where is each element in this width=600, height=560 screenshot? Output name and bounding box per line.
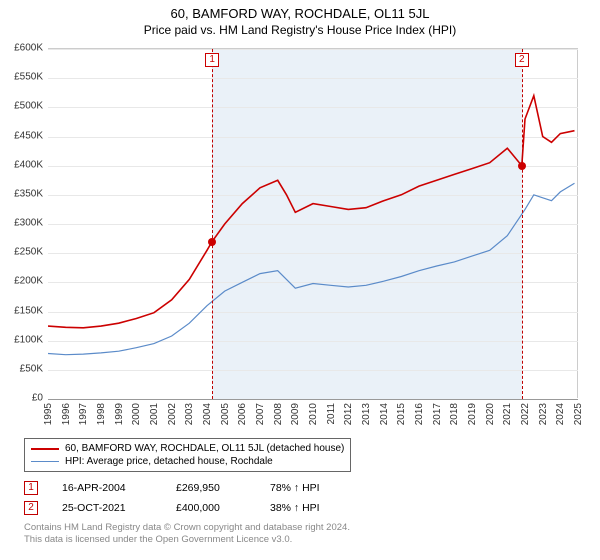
y-axis-label: £600K	[14, 43, 43, 54]
legend-label: 60, BAMFORD WAY, ROCHDALE, OL11 5JL (det…	[65, 443, 344, 454]
x-axis-label: 2012	[343, 403, 354, 425]
x-axis-label: 2017	[432, 403, 443, 425]
x-axis-label: 1998	[96, 403, 107, 425]
chart-container: 60, BAMFORD WAY, ROCHDALE, OL11 5JL Pric…	[0, 0, 600, 560]
x-axis-label: 2008	[273, 403, 284, 425]
x-axis-label: 2019	[467, 403, 478, 425]
footer-line-2: This data is licensed under the Open Gov…	[24, 534, 576, 546]
y-axis-label: £200K	[14, 276, 43, 287]
transaction-price: £269,950	[176, 482, 246, 494]
y-axis-label: £550K	[14, 72, 43, 83]
marker-box-2: 2	[515, 53, 529, 67]
x-axis-label: 2023	[538, 403, 549, 425]
transaction-price: £400,000	[176, 502, 246, 514]
transaction-date: 25-OCT-2021	[62, 502, 152, 514]
x-axis-label: 2004	[202, 403, 213, 425]
legend-swatch	[31, 448, 59, 450]
x-axis-label: 1996	[61, 403, 72, 425]
plot-region: 12	[48, 48, 578, 398]
x-axis-label: 2025	[573, 403, 584, 425]
x-axis-label: 2000	[131, 403, 142, 425]
marker-dot-1	[208, 238, 216, 246]
y-axis-label: £0	[32, 393, 43, 404]
x-axis-label: 2015	[396, 403, 407, 425]
x-axis-label: 2013	[361, 403, 372, 425]
title-block: 60, BAMFORD WAY, ROCHDALE, OL11 5JL Pric…	[0, 0, 600, 37]
footer-text: Contains HM Land Registry data © Crown c…	[24, 522, 576, 546]
transaction-date: 16-APR-2004	[62, 482, 152, 494]
marker-dot-2	[518, 162, 526, 170]
x-axis-label: 2016	[414, 403, 425, 425]
transaction-row: 2 25-OCT-2021 £400,000 38% ↑ HPI	[24, 498, 576, 518]
x-axis-label: 2003	[184, 403, 195, 425]
x-axis-label: 2001	[149, 403, 160, 425]
x-axis-label: 2022	[520, 403, 531, 425]
x-axis-label: 2011	[326, 403, 337, 425]
gridline	[48, 399, 578, 400]
y-axis-label: £100K	[14, 334, 43, 345]
x-axis-label: 2018	[449, 403, 460, 425]
y-axis-label: £300K	[14, 218, 43, 229]
x-axis-label: 2021	[502, 403, 513, 425]
x-axis-label: 2002	[167, 403, 178, 425]
series-line-hpi	[48, 183, 575, 355]
y-axis-label: £400K	[14, 159, 43, 170]
series-line-price_paid	[48, 96, 575, 328]
x-axis-label: 2006	[237, 403, 248, 425]
marker-line-2	[522, 49, 523, 399]
transaction-row: 1 16-APR-2004 £269,950 78% ↑ HPI	[24, 478, 576, 498]
legend-and-footer: 60, BAMFORD WAY, ROCHDALE, OL11 5JL (det…	[24, 438, 576, 546]
y-axis-label: £500K	[14, 101, 43, 112]
transaction-marker: 2	[24, 501, 38, 515]
x-axis-label: 1997	[78, 403, 89, 425]
legend-swatch	[31, 461, 59, 462]
x-axis-label: 1995	[43, 403, 54, 425]
x-axis-label: 2007	[255, 403, 266, 425]
line-series-svg	[48, 49, 578, 399]
legend-item: 60, BAMFORD WAY, ROCHDALE, OL11 5JL (det…	[31, 442, 344, 455]
x-axis-label: 1999	[114, 403, 125, 425]
x-axis-label: 2010	[308, 403, 319, 425]
chart-subtitle: Price paid vs. HM Land Registry's House …	[0, 23, 600, 37]
marker-box-1: 1	[205, 53, 219, 67]
x-axis-label: 2005	[220, 403, 231, 425]
y-axis-label: £150K	[14, 305, 43, 316]
legend-label: HPI: Average price, detached house, Roch…	[65, 456, 273, 467]
y-axis-label: £250K	[14, 247, 43, 258]
chart-area: 12 £0£50K£100K£150K£200K£250K£300K£350K£…	[48, 48, 578, 398]
chart-title: 60, BAMFORD WAY, ROCHDALE, OL11 5JL	[0, 6, 600, 21]
transaction-marker: 1	[24, 481, 38, 495]
y-axis-label: £350K	[14, 188, 43, 199]
footer-line-1: Contains HM Land Registry data © Crown c…	[24, 522, 576, 534]
y-axis-label: £50K	[20, 363, 43, 374]
y-axis-label: £450K	[14, 130, 43, 141]
x-axis-label: 2014	[379, 403, 390, 425]
legend-item: HPI: Average price, detached house, Roch…	[31, 455, 344, 468]
marker-line-1	[212, 49, 213, 399]
transaction-note: 78% ↑ HPI	[270, 482, 350, 494]
x-axis-label: 2020	[485, 403, 496, 425]
transaction-table: 1 16-APR-2004 £269,950 78% ↑ HPI 2 25-OCT-202…	[24, 478, 576, 518]
x-axis-label: 2024	[555, 403, 566, 425]
x-axis-label: 2009	[290, 403, 301, 425]
transaction-note: 38% ↑ HPI	[270, 502, 350, 514]
legend-box: 60, BAMFORD WAY, ROCHDALE, OL11 5JL (det…	[24, 438, 351, 472]
